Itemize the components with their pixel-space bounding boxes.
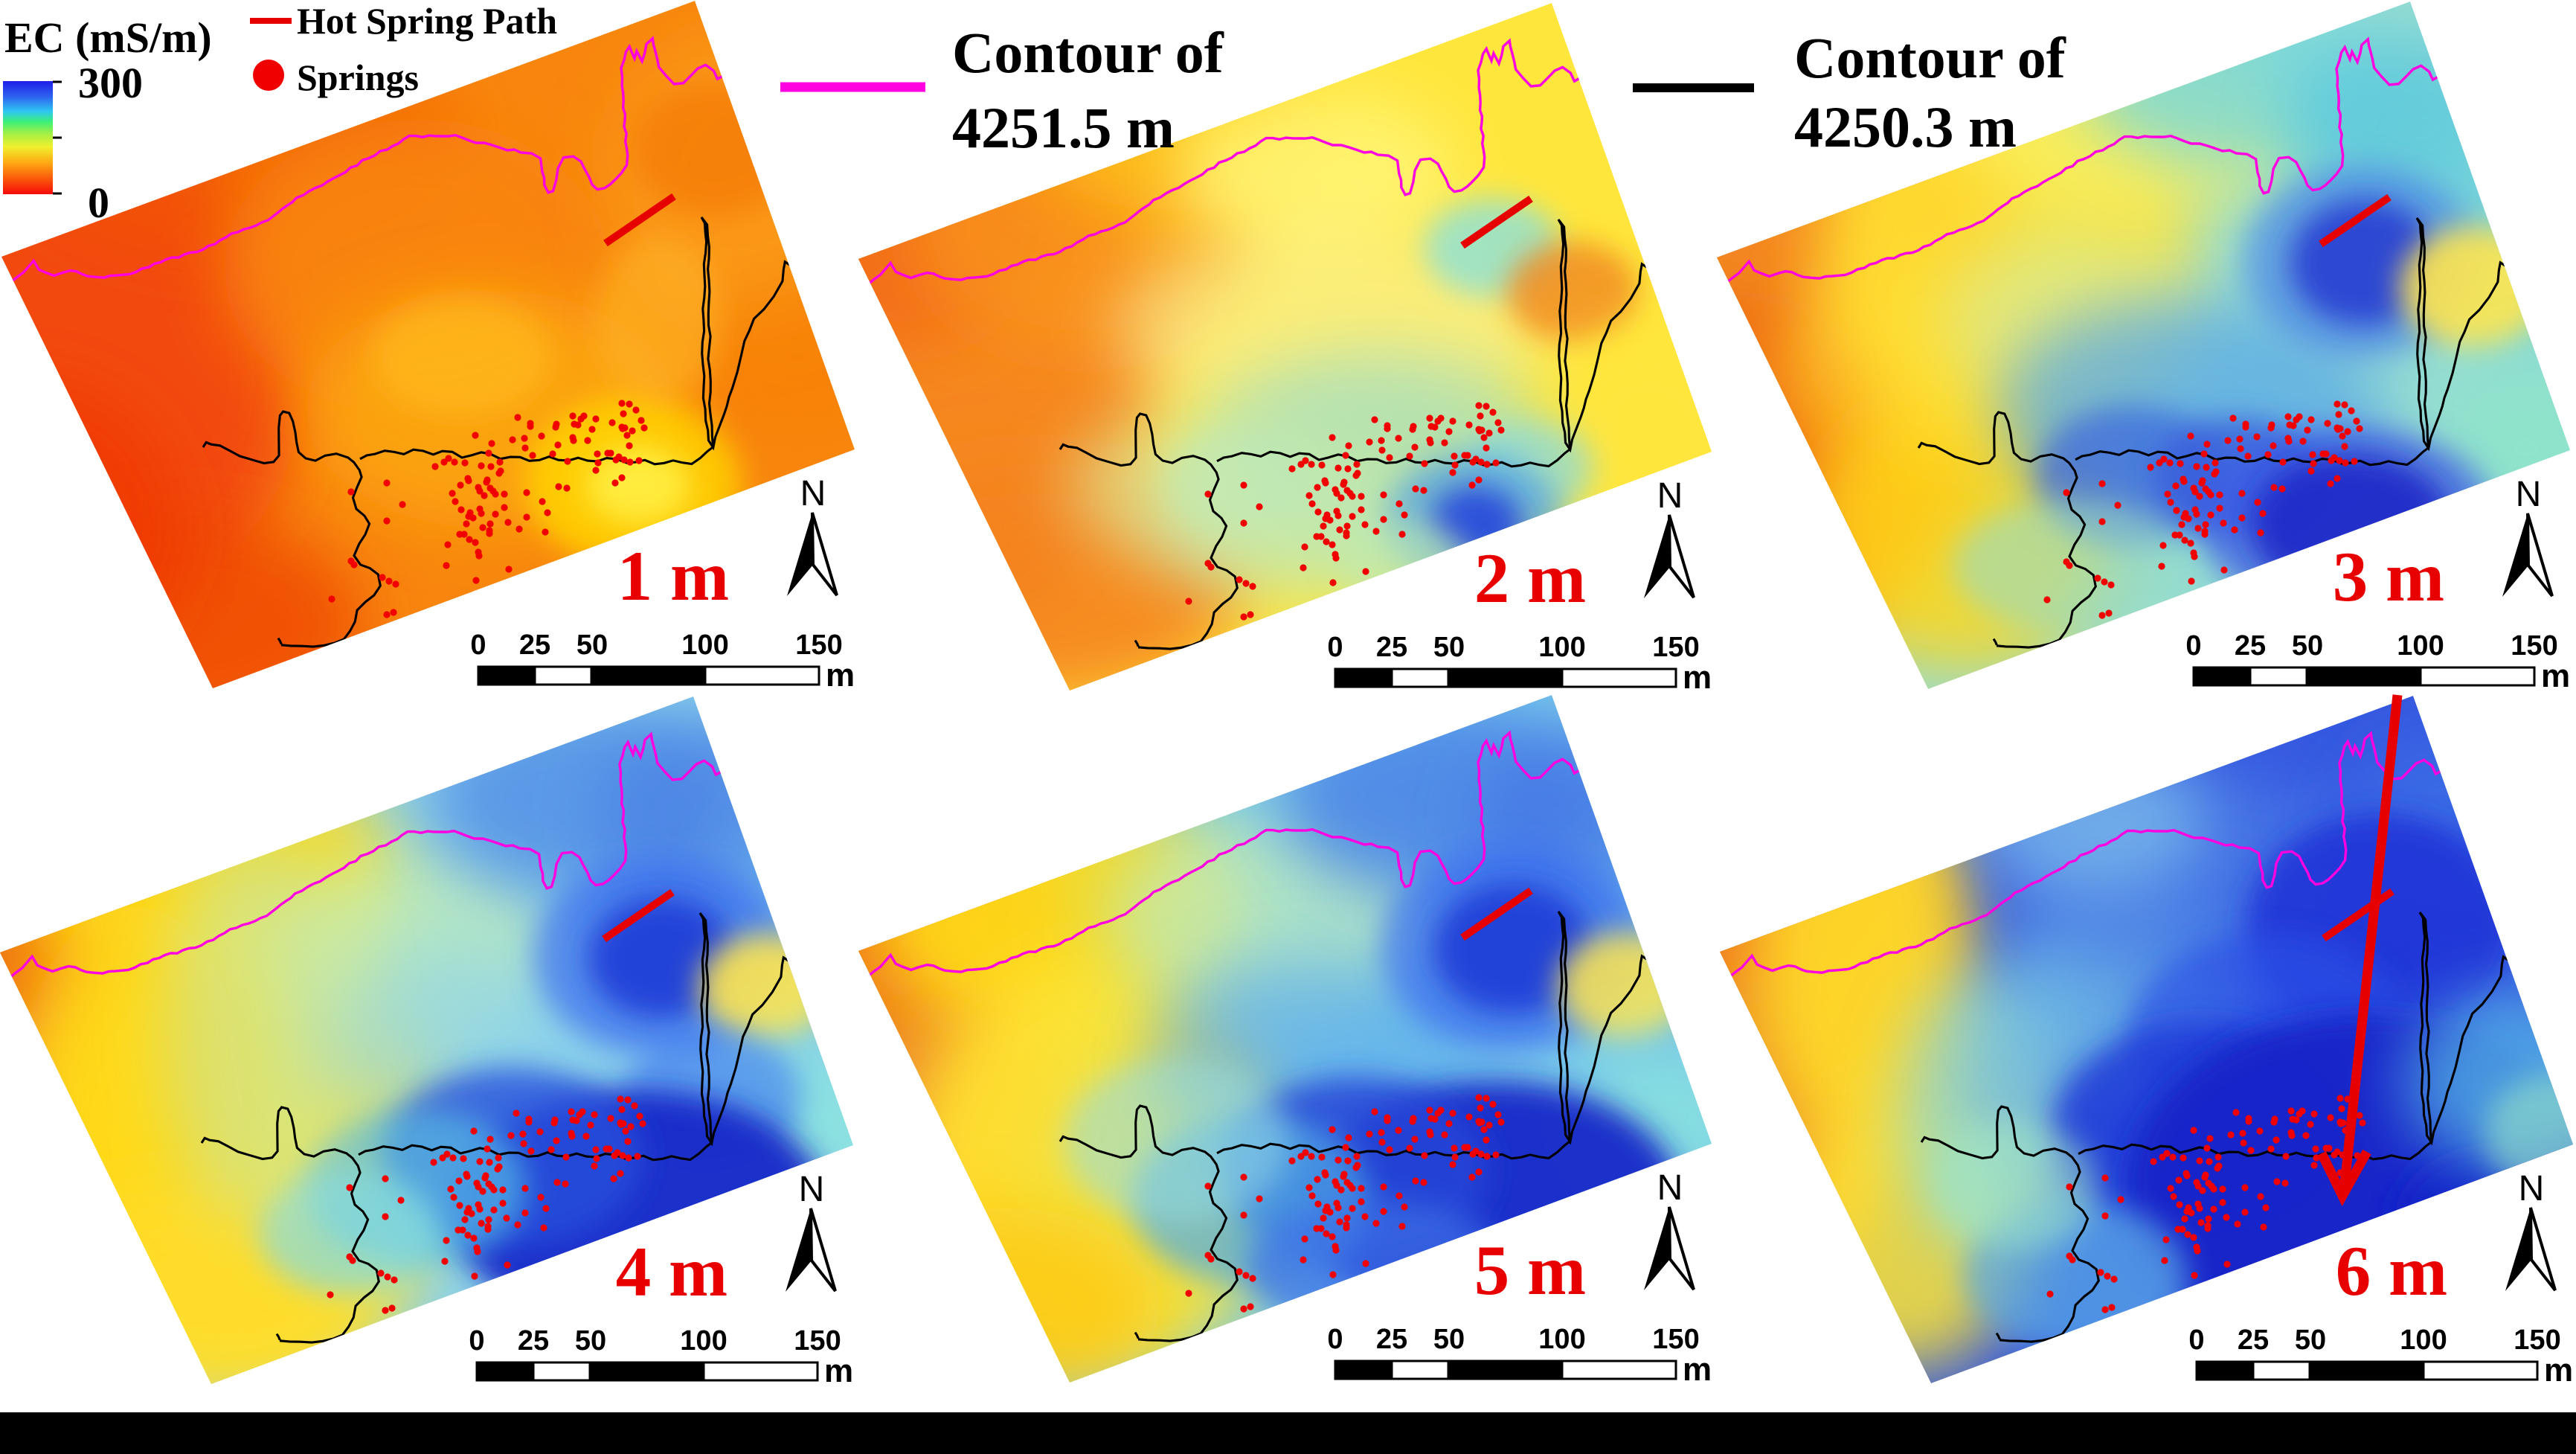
svg-text:Contour of: Contour of [1794,25,2066,90]
svg-text:4 m: 4 m [616,1232,727,1311]
svg-text:EC (mS/m): EC (mS/m) [4,13,212,62]
svg-text:Springs: Springs [297,57,419,98]
svg-text:1 m: 1 m [617,537,729,615]
svg-text:5 m: 5 m [1474,1231,1586,1310]
svg-text:4250.3 m: 4250.3 m [1794,95,2017,159]
svg-text:Contour of: Contour of [952,20,1224,85]
svg-text:6 m: 6 m [2336,1232,2447,1310]
svg-text:300: 300 [78,59,143,107]
svg-text:3 m: 3 m [2333,537,2444,616]
svg-text:0: 0 [88,179,109,227]
svg-text:2 m: 2 m [1474,539,1586,618]
svg-text:4251.5 m: 4251.5 m [952,95,1175,160]
svg-text:Hot Spring Path: Hot Spring Path [297,0,557,42]
